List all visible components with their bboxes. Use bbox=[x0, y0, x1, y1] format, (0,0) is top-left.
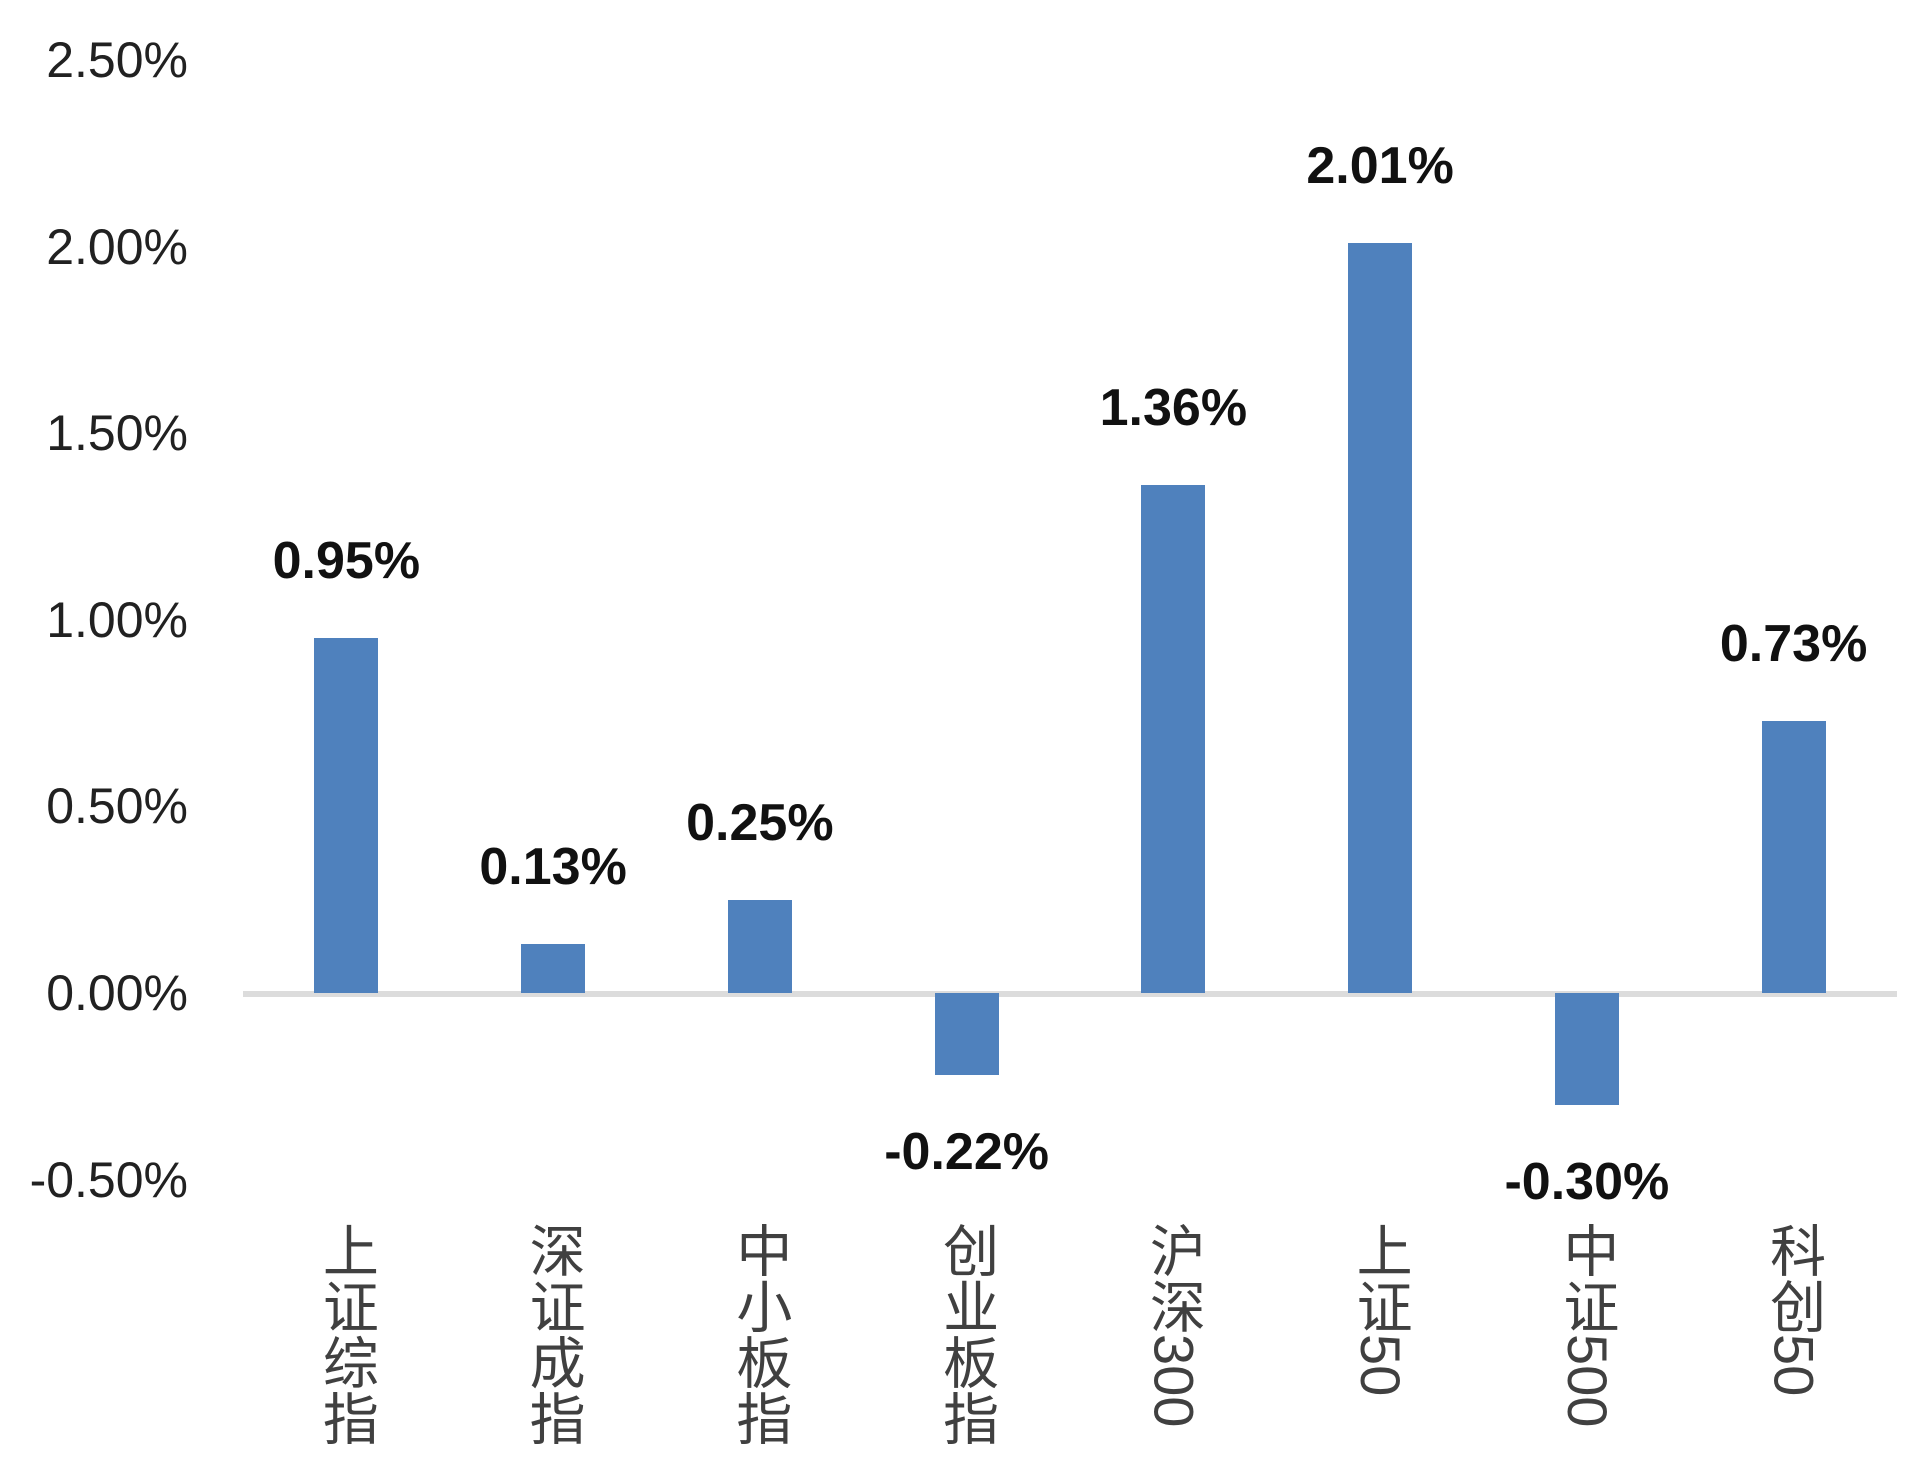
bar bbox=[314, 638, 379, 993]
y-axis-tick-label: 1.50% bbox=[46, 405, 188, 462]
bar-value-label: 0.95% bbox=[272, 532, 421, 591]
x-axis-category-label: 创业板指 bbox=[935, 1222, 999, 1446]
x-axis-category-label: 科创50 bbox=[1762, 1222, 1826, 1397]
bar-value-label: 1.36% bbox=[1099, 379, 1248, 438]
x-axis-category-label: 上证综指 bbox=[315, 1222, 379, 1446]
y-axis-tick-label: 2.00% bbox=[46, 218, 188, 275]
bar-value-label: -0.22% bbox=[884, 1123, 1049, 1182]
bar bbox=[521, 944, 586, 993]
y-axis-tick-label: -0.50% bbox=[29, 1151, 188, 1208]
x-axis-category-label: 中小板指 bbox=[728, 1222, 792, 1446]
x-axis-category-label: 沪深300 bbox=[1142, 1222, 1206, 1428]
bar-value-label: 2.01% bbox=[1306, 136, 1454, 195]
bar bbox=[1761, 720, 1826, 993]
bar-value-label: 0.25% bbox=[686, 793, 834, 852]
bar bbox=[1554, 993, 1619, 1105]
bar bbox=[1141, 485, 1206, 993]
x-axis-category-label: 深证成指 bbox=[522, 1222, 586, 1446]
bar-value-label: 0.73% bbox=[1719, 614, 1868, 673]
bar bbox=[727, 899, 792, 993]
bar bbox=[934, 993, 999, 1076]
y-axis-tick-label: 0.00% bbox=[46, 965, 188, 1021]
x-axis-line bbox=[243, 991, 1897, 997]
y-axis-tick-label: 0.50% bbox=[46, 778, 188, 835]
x-axis-category-label: 中证500 bbox=[1555, 1222, 1619, 1428]
bar bbox=[1348, 242, 1413, 993]
x-axis-category-label: 上证50 bbox=[1349, 1222, 1413, 1397]
bar-value-label: 0.13% bbox=[479, 838, 627, 897]
y-axis-tick-label: 2.50% bbox=[46, 32, 188, 88]
y-axis-tick-label: 1.00% bbox=[46, 591, 188, 648]
bar-value-label: -0.30% bbox=[1504, 1152, 1670, 1211]
